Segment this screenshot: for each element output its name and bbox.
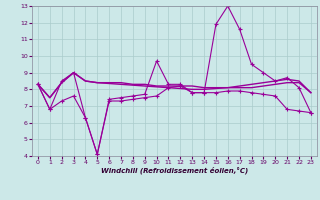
X-axis label: Windchill (Refroidissement éolien,°C): Windchill (Refroidissement éolien,°C) xyxy=(101,167,248,174)
